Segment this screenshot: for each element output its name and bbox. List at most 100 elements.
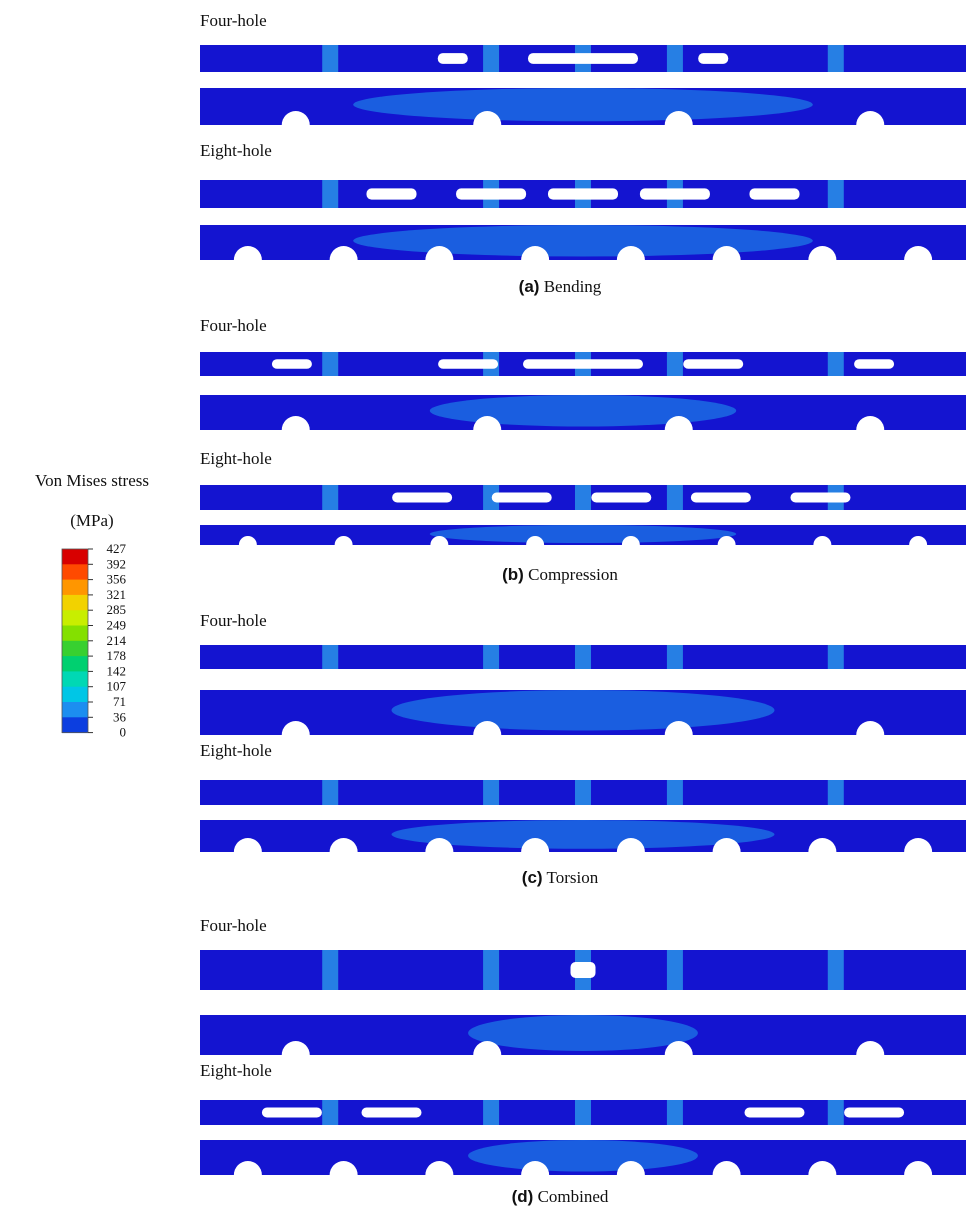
cutout: [808, 1161, 837, 1189]
hole: [438, 359, 499, 369]
cutout: [430, 536, 449, 554]
cutout: [521, 246, 550, 274]
stress-zone: [827, 45, 844, 72]
row-label: Four-hole: [200, 11, 267, 30]
stress-zone: [827, 645, 844, 669]
cutout: [904, 838, 933, 866]
panel-caption-text: Combined: [538, 1187, 609, 1206]
cutout: [281, 416, 310, 444]
stress-zone: [322, 180, 339, 208]
color-bar-segment: [62, 640, 88, 657]
legend-level: 107: [107, 679, 127, 694]
cutout: [616, 838, 645, 866]
hole: [854, 359, 895, 369]
panel-caption: (a) Bending: [519, 277, 602, 296]
cutout: [233, 1161, 262, 1189]
cutout: [281, 1041, 310, 1069]
row-label: Four-hole: [200, 611, 267, 630]
stress-zone: [353, 88, 813, 122]
legend-level: 142: [107, 663, 127, 678]
cutout: [473, 416, 502, 444]
cutout: [238, 536, 257, 554]
hole: [790, 492, 851, 503]
color-bar-segment: [62, 671, 88, 688]
cutout: [425, 1161, 454, 1189]
stress-zone: [575, 645, 591, 669]
hole: [437, 53, 468, 64]
hole: [744, 1107, 805, 1118]
row-label: Eight-hole: [200, 141, 272, 160]
stress-zone: [429, 525, 737, 543]
stress-zone: [575, 485, 591, 510]
legend-level: 427: [107, 541, 127, 556]
color-bar-segment: [62, 579, 88, 596]
cutout: [808, 246, 837, 274]
panel-label: (b): [502, 565, 524, 584]
cutout: [473, 111, 502, 139]
legend-title: Von Mises stress: [35, 471, 149, 490]
legend-level: 214: [107, 633, 127, 648]
cutout: [473, 721, 502, 749]
cutout: [233, 838, 262, 866]
row-label: Four-hole: [200, 316, 267, 335]
cutout: [856, 416, 885, 444]
hole: [639, 188, 710, 200]
cutout: [712, 1161, 741, 1189]
cutout: [621, 536, 640, 554]
stress-zone: [322, 780, 339, 805]
color-bar-segment: [62, 656, 88, 672]
hole: [749, 188, 800, 200]
hole: [548, 188, 618, 200]
stress-zone: [666, 950, 683, 990]
stress-zone: [468, 1140, 698, 1172]
stress-zone: [322, 352, 339, 376]
hole: [361, 1107, 422, 1118]
cutout: [664, 1041, 693, 1069]
stress-zone: [322, 950, 339, 990]
stress-zone: [827, 1100, 844, 1125]
cutout: [526, 536, 545, 554]
cutout: [712, 838, 741, 866]
cutout: [329, 838, 358, 866]
panel-label: (a): [519, 277, 540, 296]
stress-zone: [666, 780, 683, 805]
panel-caption-text: Compression: [528, 565, 618, 584]
cutout: [521, 838, 550, 866]
cutout: [808, 838, 837, 866]
hole: [591, 492, 652, 503]
legend-level: 71: [113, 694, 126, 709]
row-label: Eight-hole: [200, 1061, 272, 1080]
cutout: [473, 1041, 502, 1069]
panel-caption: (c) Torsion: [522, 868, 599, 887]
stress-zone: [322, 485, 339, 510]
legend-level: 249: [107, 618, 127, 633]
stress-zone: [666, 352, 683, 376]
legend-level: 356: [107, 572, 127, 587]
color-bar-segment: [62, 717, 88, 734]
cutout: [856, 111, 885, 139]
stress-zone: [483, 1100, 500, 1125]
color-bar-segment: [62, 610, 88, 626]
stress-zone: [666, 485, 683, 510]
legend-level: 321: [107, 587, 127, 602]
stress-zone: [483, 780, 500, 805]
cutout: [664, 416, 693, 444]
row-label: Eight-hole: [200, 741, 272, 760]
hole: [491, 492, 552, 503]
row-label: Four-hole: [200, 916, 267, 935]
panel-caption: (d) Combined: [512, 1187, 609, 1206]
stress-zone: [666, 1100, 683, 1125]
cutout: [717, 536, 736, 554]
stress-zone: [483, 950, 500, 990]
stress-zone: [353, 225, 813, 257]
cutout: [856, 721, 885, 749]
hole: [271, 359, 312, 369]
stress-zone: [322, 45, 339, 72]
color-bar-segment: [62, 702, 88, 718]
cutout: [233, 246, 262, 274]
cutout: [521, 1161, 550, 1189]
hole: [683, 359, 744, 369]
hole: [528, 53, 638, 64]
legend-unit: (MPa): [70, 511, 113, 530]
